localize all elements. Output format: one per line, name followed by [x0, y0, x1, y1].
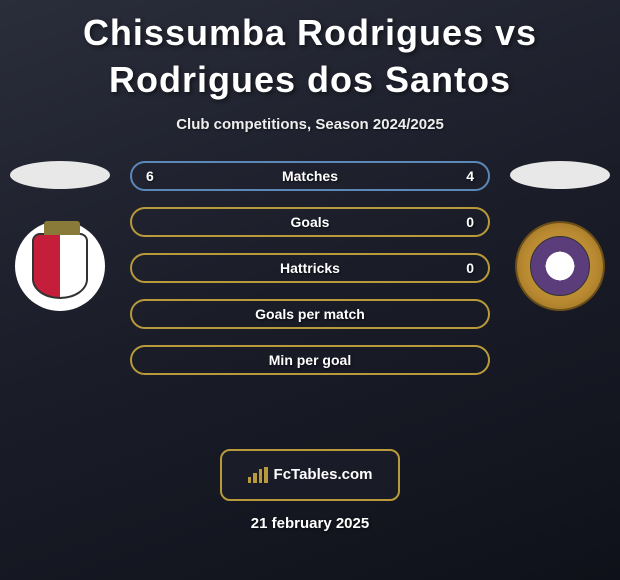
comparison-arena: 6 Matches 4 Goals 0 Hattricks 0 Goals pe… — [0, 161, 620, 421]
stat-row-min-per-goal: Min per goal — [130, 345, 490, 375]
brand-text: FcTables.com — [274, 466, 373, 483]
stat-label: Goals per match — [132, 306, 488, 322]
subtitle: Club competitions, Season 2024/2025 — [0, 116, 620, 133]
stat-row-matches: 6 Matches 4 — [130, 161, 490, 191]
page-title: Chissumba Rodrigues vs Rodrigues dos San… — [0, 0, 620, 104]
date-text: 21 february 2025 — [0, 515, 620, 532]
crest-icon — [530, 236, 590, 296]
stat-right-value: 0 — [466, 260, 474, 276]
shield-icon — [32, 233, 88, 299]
brand-badge: FcTables.com — [220, 449, 400, 501]
stat-label: Matches — [132, 168, 488, 184]
stat-label: Min per goal — [132, 352, 488, 368]
stat-left-value: 6 — [146, 168, 154, 184]
player-left-silhouette — [10, 161, 110, 189]
stat-right-value: 4 — [466, 168, 474, 184]
stat-right-value: 0 — [466, 214, 474, 230]
stat-label: Hattricks — [132, 260, 488, 276]
stats-column: 6 Matches 4 Goals 0 Hattricks 0 Goals pe… — [130, 161, 490, 391]
club-badge-left — [15, 221, 105, 311]
stat-label: Goals — [132, 214, 488, 230]
player-right-silhouette — [510, 161, 610, 189]
stat-row-goals-per-match: Goals per match — [130, 299, 490, 329]
stat-row-goals: Goals 0 — [130, 207, 490, 237]
club-badge-right — [515, 221, 605, 311]
stat-row-hattricks: Hattricks 0 — [130, 253, 490, 283]
bar-chart-icon — [248, 467, 268, 483]
